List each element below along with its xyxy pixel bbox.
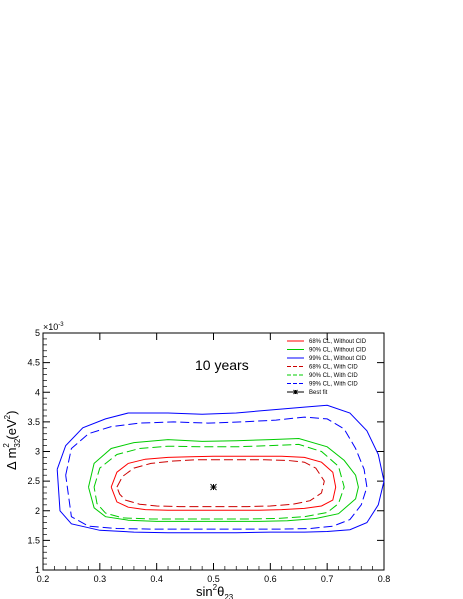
best-fit-marker — [210, 483, 217, 491]
y-axis-title: Δ m322 (eV2) — [2, 411, 22, 470]
contour-series-4 — [116, 459, 325, 508]
y-tick-label: 5 — [35, 328, 40, 338]
y-tick-label: 2 — [35, 506, 40, 516]
contour-series-3 — [56, 404, 385, 534]
contour-curves — [56, 404, 385, 534]
y-tick-label: 2.5 — [27, 476, 40, 486]
x-tick-label: 0.6 — [264, 574, 277, 584]
contour-series-5 — [93, 443, 345, 520]
x-tick-label: 0.5 — [207, 574, 220, 584]
y-tick-label: 3 — [35, 447, 40, 457]
contour-series-6 — [65, 416, 368, 530]
x-tick-label: 0.3 — [94, 574, 107, 584]
y-tick-label: 3.5 — [27, 417, 40, 427]
legend-label: 90% CL, With CID — [309, 373, 358, 379]
best-fit-star-stroke — [210, 483, 217, 491]
x-tick-label: 0.8 — [378, 574, 391, 584]
y-tick-label: 4 — [35, 387, 40, 397]
x-tick-label: 0.7 — [321, 574, 334, 584]
contour-series-1 — [110, 455, 337, 511]
x-tick-label: 0.2 — [37, 574, 50, 584]
x-tick-label: 0.4 — [150, 574, 163, 584]
ticks: 0.2 0.3 0.4 0.5 0.6 0.7 0.8 1 1.5 2 2.5 3 3.5 4 4.5 5 — [27, 328, 390, 584]
y-tick-label: 4.5 — [27, 358, 40, 368]
x-axis-title: sin2θ23 — [196, 583, 234, 599]
legend-label: 90% CL, Without CID — [309, 348, 367, 354]
legend-label: 68% CL, With CID — [309, 365, 358, 371]
legend-bestfit-star — [293, 389, 298, 395]
legend-label-bestfit: Best fit — [309, 390, 328, 396]
y-tick-label: 1 — [35, 565, 40, 575]
legend: 68% CL, Without CID 90% CL, Without CID 99… — [287, 339, 367, 396]
y-tick-label: 1.5 — [27, 535, 40, 545]
y-axis-title-group: Δ m322 (eV2) — [2, 411, 22, 470]
legend-label: 99% CL, Without CID — [309, 356, 367, 362]
y-multiplier: ×10-3 — [43, 322, 64, 332]
legend-label: 68% CL, Without CID — [309, 339, 367, 345]
contour-series-2 — [88, 437, 359, 522]
annotation-text: 10 years — [195, 357, 249, 373]
legend-label: 99% CL, With CID — [309, 382, 358, 388]
